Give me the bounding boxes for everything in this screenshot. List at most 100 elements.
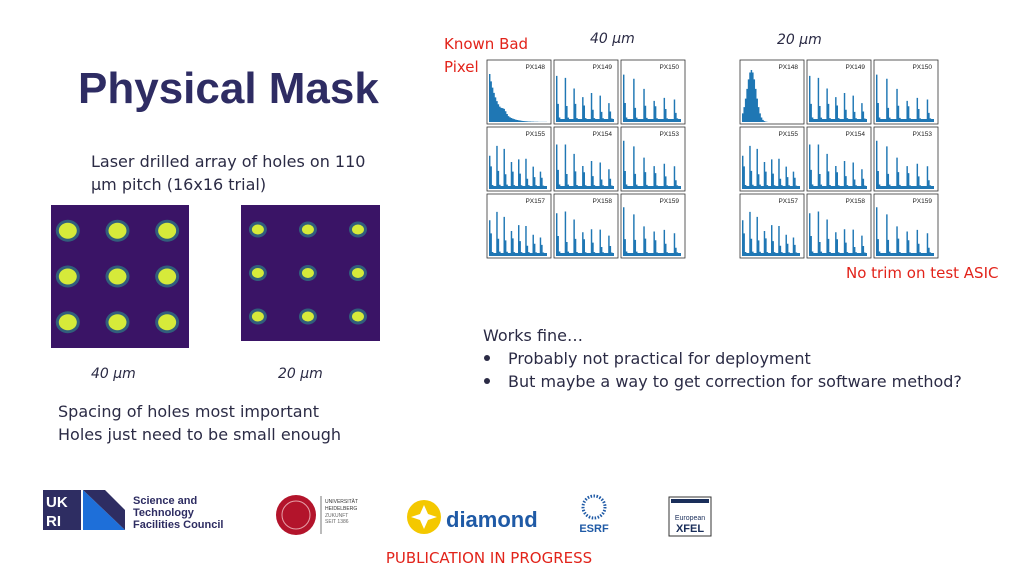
hole (108, 222, 127, 239)
note-line: Spacing of holes most important (58, 402, 319, 421)
logo-text: UNIVERSITÄT (325, 498, 358, 505)
hole (301, 268, 314, 278)
bullet (484, 378, 490, 384)
histogram-shape (809, 211, 867, 256)
pixel-label: PX154 (845, 131, 865, 138)
histogram-shape (489, 74, 547, 122)
histogram-shape (623, 207, 681, 256)
histogram-frame (806, 126, 872, 192)
histogram-shape (556, 75, 614, 122)
histogram-shape (489, 211, 547, 256)
logo-text: XFEL (676, 523, 704, 535)
hole (351, 224, 364, 235)
pixel-label: PX150 (912, 64, 932, 71)
pixel-label: PX153 (912, 131, 932, 138)
histogram-shape (742, 145, 800, 189)
pixel-label: PX158 (845, 198, 865, 205)
logo-text: European (675, 515, 705, 522)
annotation: Pixel (444, 58, 479, 76)
histogram-shape (623, 74, 681, 122)
pixel-label: PX157 (778, 198, 798, 205)
esrf-logo: ESRF (579, 494, 609, 535)
pixel-label: PX157 (525, 198, 545, 205)
logo-text: diamond (446, 507, 538, 532)
pixel-label: PX148 (525, 64, 545, 71)
hole (158, 314, 177, 331)
bullet (484, 355, 490, 361)
histogram-shape (489, 145, 547, 189)
hole (108, 268, 127, 285)
xfel-logo: European XFEL (668, 496, 712, 537)
group-label: 20 µm (777, 32, 822, 48)
image-label: 40 µm (91, 366, 136, 382)
stfc-logo: UK RI Science and Technology Facilities … (43, 490, 223, 531)
pixel-label: PX148 (778, 64, 798, 71)
description-line: µm pitch (16x16 trial) (91, 175, 266, 194)
pixel-label: PX155 (778, 131, 798, 138)
hole (158, 268, 177, 285)
image-label: 20 µm (278, 366, 323, 382)
histogram-frame (553, 126, 619, 192)
heidelberg-logo: UNIVERSITÄT HEIDELBERG ZUKUNFT SEIT 1386 (276, 495, 358, 535)
histogram-grids: PX148 PX149 PX150 PX155 PX154 PX153 PX157 PX158… (486, 59, 939, 259)
logo-text: UK (46, 494, 68, 511)
logo-block (83, 490, 125, 530)
hole (251, 268, 264, 278)
pixel-label: PX159 (912, 198, 932, 205)
histogram-shape (809, 144, 867, 189)
diamond-logo: diamond (407, 500, 538, 534)
group-label: 40 µm (590, 31, 635, 47)
slide-title: Physical Mask (78, 64, 379, 113)
hole (351, 311, 364, 322)
histogram-shape (809, 75, 867, 122)
histogram-shape (876, 74, 934, 122)
logo-bar (671, 499, 709, 503)
seal-ring (281, 500, 311, 530)
hole (58, 222, 77, 239)
hole (58, 268, 77, 285)
histogram-shape (556, 211, 614, 256)
logo-text: ZUKUNFT (325, 513, 348, 519)
logo-text: HEIDELBERG (325, 506, 357, 512)
pixel-label: PX154 (592, 131, 612, 138)
note-line: Holes just need to be small enough (58, 425, 341, 444)
hole (58, 314, 77, 331)
histogram-shape (742, 70, 800, 122)
histogram-shape (742, 211, 800, 256)
finding: But maybe a way to get correction for so… (508, 372, 962, 391)
histogram-frame (806, 193, 872, 259)
hole (301, 311, 314, 322)
pixel-label: PX159 (659, 198, 679, 205)
hole (351, 268, 364, 278)
histogram-frame (873, 193, 939, 259)
histogram-frame (553, 59, 619, 125)
histogram-shape (876, 140, 934, 189)
footnote: No trim on test ASIC (846, 264, 998, 282)
pixel-label: PX149 (592, 64, 612, 71)
pixel-label: PX153 (659, 131, 679, 138)
description-line: Laser drilled array of holes on 110 (91, 152, 365, 171)
logo-text: Science and (133, 495, 197, 507)
hole (108, 314, 127, 331)
hole (301, 224, 314, 235)
pixel-label: PX150 (659, 64, 679, 71)
hole (251, 311, 264, 322)
histogram-shape (623, 140, 681, 189)
logo-star (411, 505, 437, 529)
annotation: Known Bad (444, 35, 528, 53)
histogram-shape (876, 207, 934, 256)
hole (251, 224, 264, 235)
logo-text: Facilities Council (133, 519, 223, 531)
findings-heading: Works fine… (483, 326, 583, 345)
logo-text: SEIT 1386 (325, 519, 349, 525)
mask-images (51, 205, 380, 348)
logo-ring (581, 494, 607, 520)
histogram-frame (553, 193, 619, 259)
pixel-label: PX149 (845, 64, 865, 71)
logo-text: Technology (133, 507, 195, 519)
histogram-shape (556, 144, 614, 189)
logo-text: RI (46, 513, 61, 530)
footer: PUBLICATION IN PROGRESS (386, 549, 592, 567)
logo-block (43, 490, 81, 530)
